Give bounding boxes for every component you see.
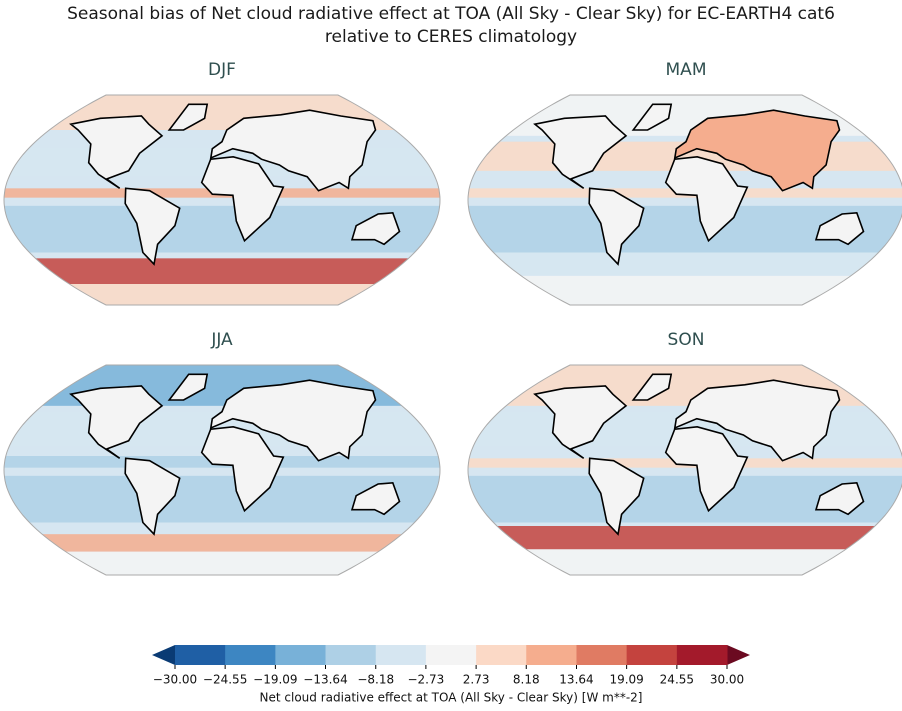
land (350, 481, 401, 516)
colorbar-tick-label: −13.64 (303, 673, 347, 687)
map (468, 365, 902, 575)
land (631, 373, 673, 401)
bias-band (4, 95, 440, 130)
land (673, 379, 841, 462)
map (4, 365, 440, 575)
bias-band (468, 252, 902, 276)
land (588, 457, 645, 536)
land (69, 115, 164, 189)
land (631, 103, 673, 131)
land (209, 109, 377, 192)
bias-band (468, 526, 902, 550)
colorbar-segment (626, 645, 678, 665)
land (209, 379, 377, 462)
land (124, 457, 181, 536)
colorbar-tick-label: 13.64 (559, 673, 593, 687)
colorbar-tick-label: −19.09 (253, 673, 297, 687)
colorbar-segment (476, 645, 527, 665)
colorbar-tick-label: 24.55 (660, 673, 694, 687)
land (200, 155, 285, 243)
colorbar-segment (225, 645, 276, 665)
colorbar-tick-label: −8.18 (357, 673, 394, 687)
colorbar-segment (576, 645, 628, 665)
map-outline (3, 94, 441, 306)
colorbar-segment (175, 645, 226, 665)
bias-band (4, 534, 440, 552)
colorbar-segment (275, 645, 327, 665)
colorbar-tick-label: 30.00 (710, 673, 744, 687)
map-outline (467, 364, 902, 576)
colorbar-segment (526, 645, 577, 665)
panel-title: MAM (666, 60, 707, 80)
colorbar-segment (425, 645, 477, 665)
map-outline (3, 364, 441, 576)
colorbar-extend (152, 645, 175, 665)
colorbar-segment (676, 645, 728, 665)
bias-band (4, 551, 440, 575)
bias-band (468, 275, 902, 305)
map (468, 95, 902, 305)
colorbar-label: Net cloud radiative effect at TOA (All S… (260, 691, 643, 705)
land (533, 385, 628, 459)
colorbar-tick-label: −24.55 (203, 673, 247, 687)
colorbar-tick-label: 2.73 (463, 673, 490, 687)
panel-title: SON (668, 330, 705, 350)
bias-band (4, 284, 440, 305)
bias-band (4, 258, 440, 284)
land (200, 425, 285, 513)
colorbar-segment (375, 645, 427, 665)
colorbar-extend (727, 645, 750, 665)
bias-band (468, 549, 902, 575)
colorbar-segment (325, 645, 377, 665)
land (664, 425, 749, 513)
land (124, 187, 181, 266)
colorbar-tick-label: −30.00 (153, 673, 197, 687)
land (673, 109, 841, 192)
figure-title: Seasonal bias of Net cloud radiative eff… (67, 4, 835, 24)
land (167, 373, 209, 401)
figure-title: relative to CERES climatology (325, 27, 577, 47)
land (167, 103, 209, 131)
land (350, 211, 401, 246)
bias-band (4, 365, 440, 406)
land (533, 115, 628, 189)
panel-title: JJA (210, 330, 233, 350)
colorbar-tick-label: 19.09 (609, 673, 643, 687)
land (664, 155, 749, 243)
panel-title: DJF (208, 60, 236, 80)
map-outline (467, 94, 902, 306)
colorbar-tick-label: −2.73 (407, 673, 444, 687)
land (588, 187, 645, 266)
land (814, 211, 865, 246)
land (69, 385, 164, 459)
colorbar-tick-label: 8.18 (513, 673, 540, 687)
land (814, 481, 865, 516)
map (4, 95, 440, 305)
